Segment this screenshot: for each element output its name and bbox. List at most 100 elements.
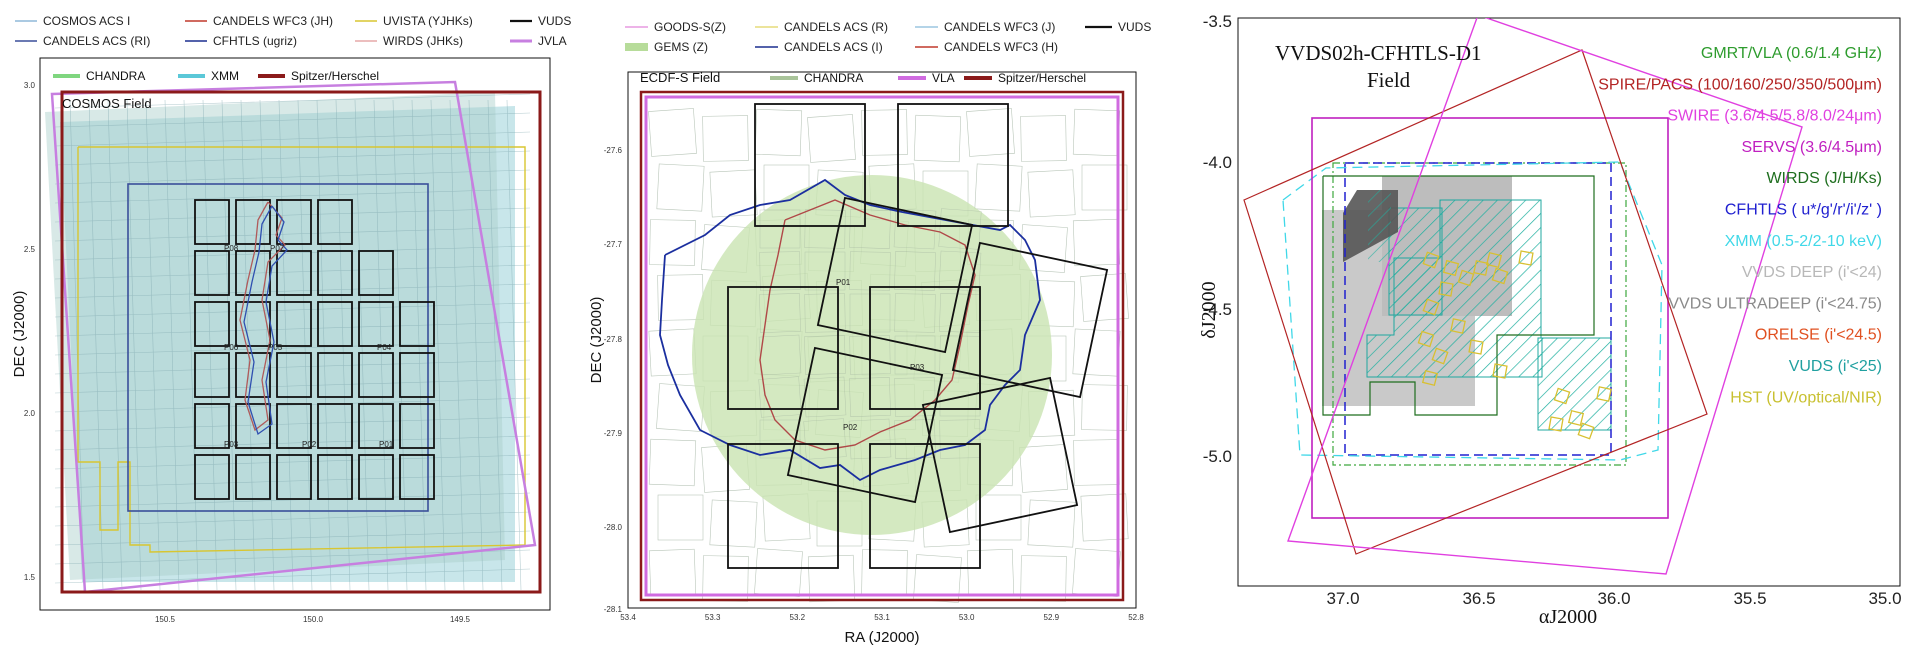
cosmos-x-tick-label: 150.5 <box>155 615 176 624</box>
cosmos-pointing-label: P02 <box>302 440 317 449</box>
ecdfs-x-tick-label: 53.3 <box>705 613 721 622</box>
vvds-hst-pointing <box>1596 386 1612 402</box>
cosmos-vuds-pointing <box>235 199 271 245</box>
vvds-legend-label: XMM (0.5-2/2-10 keV) <box>1725 233 1882 250</box>
cosmos-pointing-label: P06 <box>224 343 239 352</box>
cosmos-grid-line <box>54 188 531 204</box>
cosmos-grid-line <box>54 302 531 318</box>
cosmos-legend-item-2: UVISTA (YJHKs) <box>355 14 473 28</box>
ecdfs-inner-tile <box>758 376 802 418</box>
cosmos-pointing-label: P04 <box>377 343 392 352</box>
vvds-legend-label: VVDS ULTRADEEP (i'<24.75) <box>1668 295 1882 312</box>
ecdfs-legend-label: VUDS <box>1118 20 1151 34</box>
cosmos-grid-line <box>54 321 531 337</box>
vvds-legend-label: SWIRE (3.6/4.5/5.8/8.0/24μm) <box>1667 108 1882 125</box>
vvds-x-tick-label: 35.5 <box>1733 589 1766 608</box>
ecdfs-inner-tile <box>893 208 937 250</box>
vvds-orelse-hatch <box>1368 190 1391 262</box>
cosmos-grid-line <box>54 568 531 584</box>
ecdfs-x-tick-label: 53.1 <box>874 613 890 622</box>
ecdfs-vuds-pointing <box>869 286 981 410</box>
vvds-hst-pointing <box>1457 269 1475 287</box>
cosmos-vuds-pointing <box>235 250 271 296</box>
vvds-legend-label: VVDS DEEP (i'<24) <box>1742 264 1882 281</box>
ecdfs-inner-legend-label: VLA <box>932 71 955 85</box>
cosmos-vuds-pointing <box>276 454 312 500</box>
vvds-hst-pointing <box>1417 330 1435 348</box>
ecdfs-inner-legend-item-1: VLA <box>898 71 955 85</box>
cosmos-pointing-label: P03 <box>224 440 239 449</box>
ecdfs-inner-tile <box>894 419 936 459</box>
cosmos-vuds-pointing <box>358 250 394 296</box>
ecdfs-x-tick-label: 53.4 <box>620 613 636 622</box>
ecdfs-inner-tile <box>894 293 936 333</box>
ecdfs-inner-tile <box>759 293 801 333</box>
cosmos-tick-labels: 150.5 150.0 149.5 3.0 2.5 2.0 1.5 <box>24 81 471 624</box>
cosmos-chandra-coverage <box>45 92 505 580</box>
vvds-x-tick-label: 36.0 <box>1597 589 1630 608</box>
vvds-legend-label: ORELSE (i'<24.5) <box>1755 327 1882 344</box>
ecdfs-tile <box>1027 499 1076 548</box>
cosmos-vuds-pointing <box>317 301 353 347</box>
cosmos-grid-line <box>278 99 294 591</box>
cosmos-vuds-pointing <box>235 454 271 500</box>
ecdfs-candels-wfc3-outline <box>759 199 976 451</box>
cosmos-candels-acs-i-outline <box>243 205 288 436</box>
cosmos-vuds-pointing <box>194 250 230 296</box>
ecdfs-inner-legend-label: CHANDRA <box>804 71 863 85</box>
vvds-vuds-hatched-2 <box>1537 337 1612 431</box>
cosmos-candels-acs-outline <box>127 183 429 512</box>
vvds-hst-pointing <box>1422 298 1440 316</box>
ecdfs-legend-item-4: GEMS (Z) <box>625 40 708 54</box>
ecdfs-y-tick-label: -27.8 <box>604 335 623 344</box>
vvds-hst-pointing <box>1577 422 1595 440</box>
ecdfs-inner-tile <box>849 209 891 249</box>
ecdfs-tile <box>648 108 697 157</box>
ecdfs-legend-label: CANDELS WFC3 (H) <box>944 40 1058 54</box>
ecdfs-y-tick-label: -27.9 <box>604 429 623 438</box>
cosmos-legend-label: CFHTLS (ugriz) <box>213 34 297 48</box>
ecdfs-tile <box>1019 444 1068 493</box>
cosmos-y-tick-label: 2.0 <box>24 409 36 418</box>
cosmos-pointing-label: P08 <box>224 244 239 253</box>
vvds-cfhtls-outline <box>1344 162 1612 456</box>
ecdfs-tile <box>709 169 758 218</box>
vvds-hst-pointing <box>1518 250 1534 266</box>
vvds-y-tick-label: -3.5 <box>1203 12 1232 31</box>
cosmos-vuds-pointing <box>276 301 312 347</box>
cosmos-jvla-outline <box>50 80 537 594</box>
cosmos-grid-line <box>54 435 531 451</box>
ecdfs-legend-label: CANDELS ACS (I) <box>784 40 883 54</box>
ecdfs-legend-item-1: CANDELS ACS (R) <box>755 20 888 34</box>
ecdfs-tile <box>1080 493 1129 542</box>
ecdfs-candels-acs-i-outline <box>659 178 1041 482</box>
cosmos-grid-line <box>54 473 531 489</box>
ecdfs-tile <box>1020 115 1067 162</box>
vvds-hst-pointing <box>1468 339 1484 355</box>
ecdfs-inner-legend-label: Spitzer/Herschel <box>998 71 1086 85</box>
cosmos-grid-line <box>240 99 256 591</box>
ecdfs-pointing-labels: P01 P03 P02 <box>836 278 925 432</box>
cosmos-pointing-label: P07 <box>270 244 285 253</box>
ecdfs-vuds-pointings <box>727 103 1109 569</box>
cosmos-grid-line <box>54 416 531 432</box>
ecdfs-legend-item-6: CANDELS WFC3 (H) <box>915 40 1058 54</box>
cosmos-grid-line <box>54 511 531 527</box>
ecdfs-vuds-pointing <box>727 443 839 569</box>
cosmos-vuds-pointing <box>194 199 230 245</box>
cosmos-grid-line <box>54 169 531 185</box>
cosmos-pointing-labels: P08 P07 P06 P05 P04 P03 P02 P01 <box>224 244 394 449</box>
cosmos-grid-line <box>430 99 446 591</box>
ecdfs-legend-item-5: CANDELS ACS (I) <box>755 40 883 54</box>
ecdfs-tile <box>1080 273 1129 322</box>
cosmos-legend-label: VUDS <box>538 14 571 28</box>
cosmos-legend-item-4: CANDELS ACS (RI) <box>15 34 150 48</box>
ecdfs-tile <box>1019 224 1068 273</box>
cosmos-grid-line <box>69 99 85 591</box>
cosmos-vuds-pointing <box>358 403 394 449</box>
ecdfs-vla-outline <box>644 95 1120 597</box>
vvds-hst-pointing <box>1421 369 1439 387</box>
vvds-hst-pointing <box>1422 251 1440 269</box>
cosmos-vuds-pointing <box>276 250 312 296</box>
vvds-legend-label: HST (UV/optical/NIR) <box>1730 389 1882 406</box>
